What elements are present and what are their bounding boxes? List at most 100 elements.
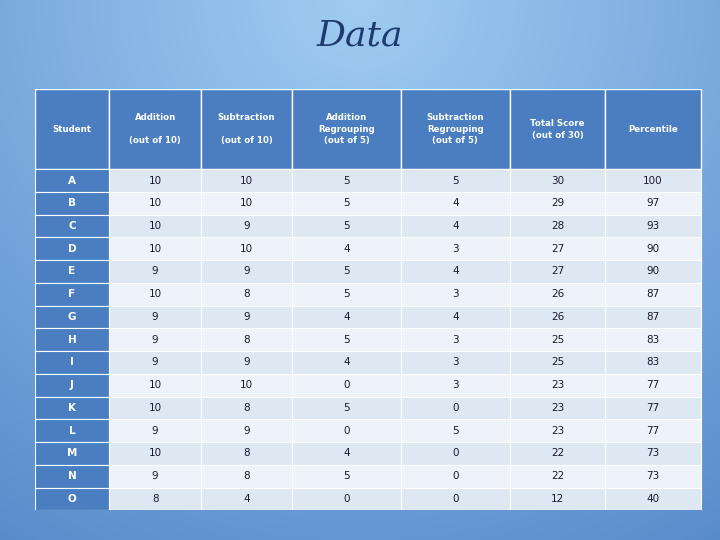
FancyBboxPatch shape [401, 351, 510, 374]
FancyBboxPatch shape [201, 488, 292, 510]
Text: 23: 23 [551, 426, 564, 436]
Text: 29: 29 [551, 198, 564, 208]
FancyBboxPatch shape [401, 488, 510, 510]
Text: 4: 4 [343, 448, 350, 458]
FancyBboxPatch shape [292, 396, 401, 420]
FancyBboxPatch shape [201, 283, 292, 306]
Text: 8: 8 [243, 448, 250, 458]
Text: 73: 73 [647, 471, 660, 481]
FancyBboxPatch shape [109, 283, 201, 306]
Text: 9: 9 [243, 312, 250, 322]
FancyBboxPatch shape [35, 283, 109, 306]
Text: 22: 22 [551, 471, 564, 481]
FancyBboxPatch shape [510, 169, 606, 192]
Text: 100: 100 [643, 176, 663, 186]
FancyBboxPatch shape [35, 465, 109, 488]
FancyBboxPatch shape [109, 169, 201, 192]
FancyBboxPatch shape [35, 192, 109, 214]
Text: 0: 0 [452, 471, 459, 481]
FancyBboxPatch shape [292, 306, 401, 328]
FancyBboxPatch shape [401, 89, 510, 169]
Text: 8: 8 [243, 471, 250, 481]
Text: A: A [68, 176, 76, 186]
Text: 97: 97 [647, 198, 660, 208]
Text: 4: 4 [452, 312, 459, 322]
Text: 90: 90 [647, 266, 660, 276]
Text: 77: 77 [647, 403, 660, 413]
Text: 83: 83 [647, 357, 660, 367]
Text: 5: 5 [343, 471, 350, 481]
Text: 87: 87 [647, 312, 660, 322]
Text: 9: 9 [152, 426, 158, 436]
Text: 9: 9 [243, 357, 250, 367]
Text: 0: 0 [343, 426, 350, 436]
FancyBboxPatch shape [201, 89, 292, 169]
Text: 25: 25 [551, 335, 564, 345]
FancyBboxPatch shape [606, 374, 701, 396]
FancyBboxPatch shape [292, 192, 401, 214]
Text: 0: 0 [343, 380, 350, 390]
FancyBboxPatch shape [606, 442, 701, 465]
Text: K: K [68, 403, 76, 413]
FancyBboxPatch shape [292, 374, 401, 396]
FancyBboxPatch shape [510, 306, 606, 328]
FancyBboxPatch shape [401, 465, 510, 488]
Text: M: M [67, 448, 77, 458]
FancyBboxPatch shape [292, 442, 401, 465]
Text: Data: Data [317, 18, 403, 52]
FancyBboxPatch shape [201, 260, 292, 283]
FancyBboxPatch shape [510, 214, 606, 238]
FancyBboxPatch shape [201, 169, 292, 192]
FancyBboxPatch shape [35, 442, 109, 465]
Text: 9: 9 [243, 221, 250, 231]
FancyBboxPatch shape [35, 238, 109, 260]
FancyBboxPatch shape [109, 420, 201, 442]
FancyBboxPatch shape [35, 214, 109, 238]
FancyBboxPatch shape [292, 328, 401, 351]
FancyBboxPatch shape [606, 238, 701, 260]
Text: 9: 9 [152, 471, 158, 481]
FancyBboxPatch shape [109, 465, 201, 488]
FancyBboxPatch shape [201, 328, 292, 351]
FancyBboxPatch shape [606, 260, 701, 283]
FancyBboxPatch shape [292, 283, 401, 306]
FancyBboxPatch shape [292, 488, 401, 510]
Text: 77: 77 [647, 380, 660, 390]
FancyBboxPatch shape [510, 283, 606, 306]
Text: 4: 4 [343, 244, 350, 254]
FancyBboxPatch shape [201, 374, 292, 396]
FancyBboxPatch shape [35, 396, 109, 420]
FancyBboxPatch shape [109, 442, 201, 465]
FancyBboxPatch shape [606, 488, 701, 510]
Text: Student: Student [53, 125, 91, 133]
Text: Subtraction
Regrouping
(out of 5): Subtraction Regrouping (out of 5) [426, 113, 484, 145]
Text: 9: 9 [152, 335, 158, 345]
Text: 87: 87 [647, 289, 660, 299]
FancyBboxPatch shape [606, 465, 701, 488]
FancyBboxPatch shape [201, 442, 292, 465]
FancyBboxPatch shape [292, 465, 401, 488]
FancyBboxPatch shape [35, 306, 109, 328]
Text: 77: 77 [647, 426, 660, 436]
FancyBboxPatch shape [109, 238, 201, 260]
FancyBboxPatch shape [292, 260, 401, 283]
Text: 10: 10 [240, 244, 253, 254]
FancyBboxPatch shape [510, 260, 606, 283]
Text: 10: 10 [148, 380, 162, 390]
Text: Percentile: Percentile [629, 125, 678, 133]
FancyBboxPatch shape [510, 465, 606, 488]
FancyBboxPatch shape [109, 260, 201, 283]
Text: 40: 40 [647, 494, 660, 504]
Text: Subtraction

(out of 10): Subtraction (out of 10) [217, 113, 275, 145]
Text: 30: 30 [551, 176, 564, 186]
FancyBboxPatch shape [201, 396, 292, 420]
FancyBboxPatch shape [201, 465, 292, 488]
FancyBboxPatch shape [35, 351, 109, 374]
FancyBboxPatch shape [606, 169, 701, 192]
Text: 5: 5 [343, 335, 350, 345]
Text: 4: 4 [452, 198, 459, 208]
Text: 10: 10 [148, 198, 162, 208]
FancyBboxPatch shape [109, 351, 201, 374]
FancyBboxPatch shape [606, 351, 701, 374]
Text: 9: 9 [243, 266, 250, 276]
